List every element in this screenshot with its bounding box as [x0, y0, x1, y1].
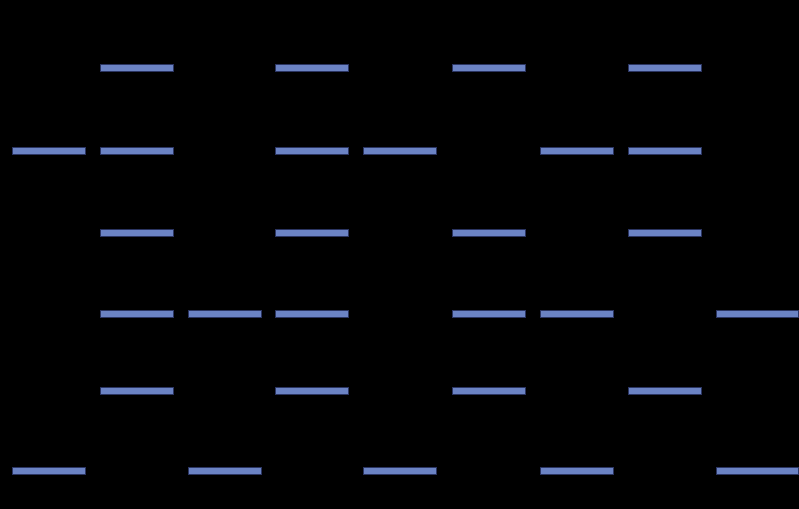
note-block[interactable]: [363, 147, 437, 155]
note-block[interactable]: [100, 310, 174, 318]
note-block[interactable]: [628, 147, 702, 155]
note-block[interactable]: [12, 467, 86, 475]
note-block[interactable]: [188, 310, 262, 318]
note-block[interactable]: [12, 147, 86, 155]
note-block[interactable]: [540, 310, 614, 318]
note-block[interactable]: [540, 147, 614, 155]
note-block[interactable]: [275, 229, 349, 237]
note-block[interactable]: [452, 229, 526, 237]
note-block[interactable]: [100, 147, 174, 155]
note-block[interactable]: [452, 64, 526, 72]
note-block[interactable]: [275, 64, 349, 72]
note-block[interactable]: [452, 310, 526, 318]
note-block[interactable]: [540, 467, 614, 475]
note-block[interactable]: [716, 310, 799, 318]
note-block[interactable]: [275, 387, 349, 395]
note-block[interactable]: [100, 64, 174, 72]
note-block[interactable]: [275, 147, 349, 155]
note-block[interactable]: [628, 229, 702, 237]
note-block[interactable]: [275, 310, 349, 318]
note-block[interactable]: [628, 64, 702, 72]
note-block[interactable]: [716, 467, 799, 475]
note-block[interactable]: [100, 387, 174, 395]
note-block[interactable]: [100, 229, 174, 237]
note-block[interactable]: [452, 387, 526, 395]
note-block[interactable]: [188, 467, 262, 475]
note-block[interactable]: [628, 387, 702, 395]
note-block[interactable]: [363, 467, 437, 475]
